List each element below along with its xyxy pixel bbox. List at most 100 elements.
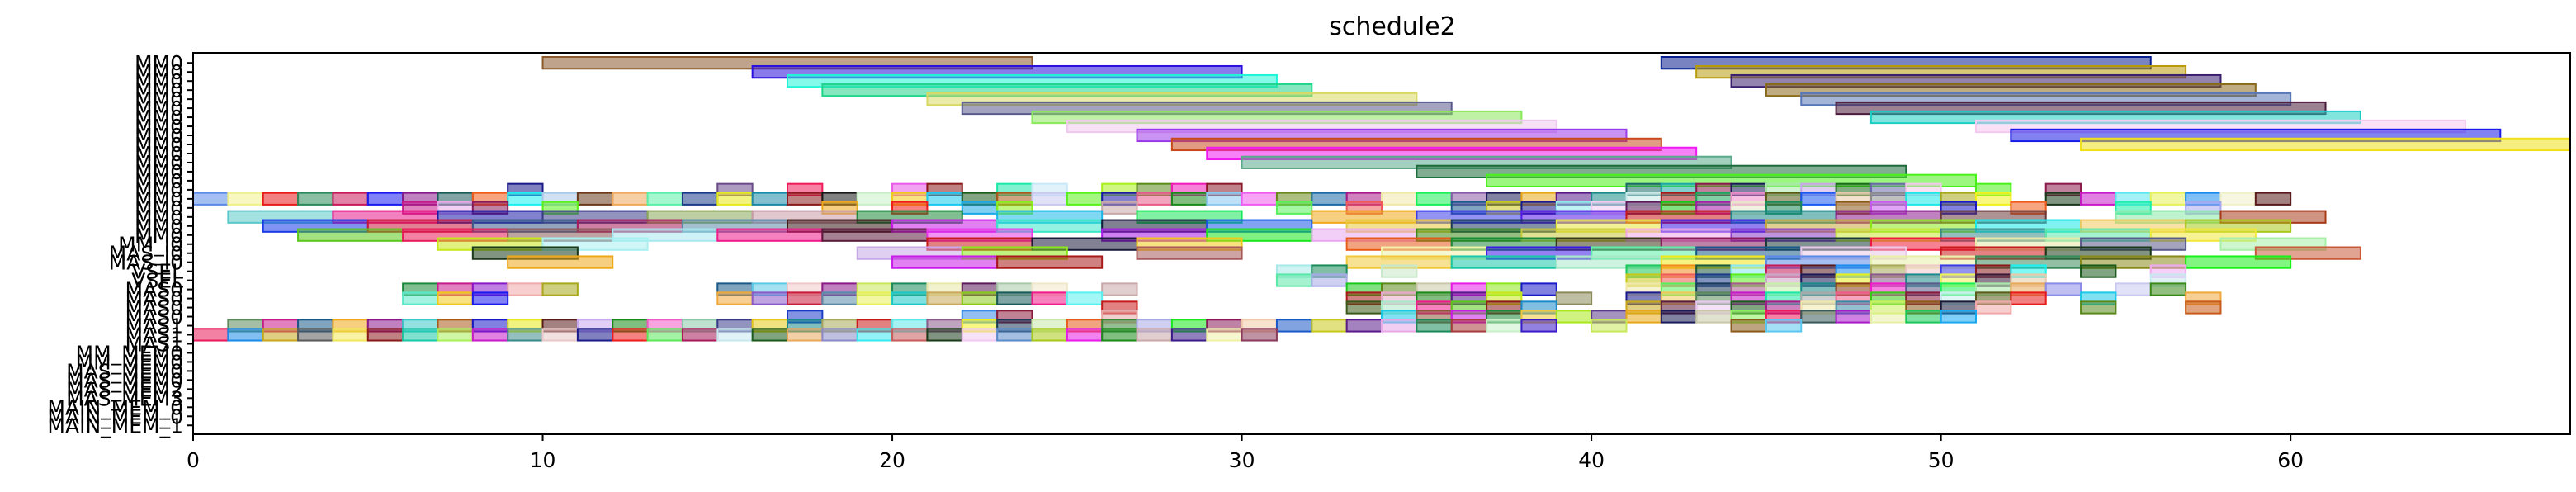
schedule-bar <box>716 228 824 242</box>
schedule-bar <box>751 192 788 206</box>
schedule-bar <box>1905 192 1942 206</box>
schedule-bar <box>996 291 1033 305</box>
schedule-bar <box>507 282 544 296</box>
schedule-bar <box>751 291 788 305</box>
schedule-bar <box>2080 300 2117 315</box>
schedule-bar <box>1031 192 1068 206</box>
y-tick-label: MAS_MEM0 <box>66 368 183 392</box>
schedule-bar <box>1450 319 1488 333</box>
schedule-bar <box>821 291 858 305</box>
y-tick-label: MM0 <box>135 106 183 130</box>
schedule-bar <box>262 328 300 342</box>
schedule-bar <box>1031 291 1068 305</box>
schedule-bar <box>2044 192 2082 206</box>
schedule-bar <box>1660 310 1698 324</box>
schedule-bar <box>2219 192 2257 206</box>
schedule-bar <box>1275 273 1313 287</box>
x-tick-label: 40 <box>1578 448 1605 472</box>
schedule-bar <box>507 255 614 269</box>
schedule-bar <box>366 192 404 206</box>
schedule-bar <box>1311 273 1348 287</box>
schedule-bar <box>192 192 229 206</box>
y-tick-label: MAIN_MEM_0 <box>47 395 183 419</box>
schedule-bar <box>1835 310 1872 324</box>
schedule-bar <box>821 228 929 242</box>
schedule-bar <box>402 328 439 342</box>
y-tick-label: MAS0 <box>125 278 183 302</box>
schedule-bar <box>856 328 894 342</box>
schedule-bar <box>1591 319 1628 333</box>
schedule-bar <box>716 291 754 305</box>
schedule-bar <box>1555 291 1593 305</box>
schedule-bar <box>646 328 683 342</box>
y-axis: MM0MM0MM0MM0MM0MM0MM0MM0MM0MM0MM0MM0MM0M… <box>47 51 193 438</box>
schedule-bar <box>1031 328 1068 342</box>
schedule-bar <box>297 328 334 342</box>
schedule-bar <box>961 328 999 342</box>
chart-title: schedule2 <box>1329 12 1456 41</box>
schedule-bar <box>1765 319 1803 333</box>
schedule-bar <box>1381 319 1418 333</box>
schedule-bar <box>681 192 719 206</box>
y-tick-label: MAIN_MEM_0 <box>47 404 183 428</box>
schedule-bar <box>1520 282 1557 296</box>
y-tick-label: MAS0 <box>125 296 183 320</box>
y-tick-label: MM0 <box>135 178 183 202</box>
schedule-bar <box>1206 328 1243 342</box>
x-axis: 0 10 20 30 40 50 60 <box>187 434 2304 472</box>
schedule-bar <box>192 328 229 342</box>
schedule-bar <box>1101 282 1138 296</box>
y-tick-label: MM_I0 <box>118 233 183 257</box>
y-tick-label: MAS1 <box>125 324 183 348</box>
schedule-bar <box>1136 328 1173 342</box>
y-tick-label: MAS_I0 <box>109 251 183 275</box>
schedule-bar <box>821 328 858 342</box>
schedule-bar <box>1066 328 1104 342</box>
schedule-bar <box>507 328 544 342</box>
schedule-bar <box>891 291 929 305</box>
schedule-bar <box>1275 201 1313 215</box>
schedule-bar <box>1066 291 1104 305</box>
schedule-bar <box>2149 282 2187 296</box>
schedule-bar <box>2080 264 2117 278</box>
schedule-bar <box>1381 192 1418 206</box>
schedule-bar <box>2080 137 2571 152</box>
schedule-bar <box>1101 201 1138 215</box>
schedule-bar <box>576 192 614 206</box>
schedule-bar <box>1730 319 1767 333</box>
schedule-bar <box>1940 310 1977 324</box>
schedule-bar <box>541 282 579 296</box>
schedule-bar <box>1345 300 1383 315</box>
schedule-bar <box>1345 319 1383 333</box>
y-tick-label: VSEL <box>131 260 183 284</box>
schedule-bar <box>612 192 649 206</box>
schedule-bar <box>1555 310 1593 324</box>
schedule-bar <box>262 192 300 206</box>
y-tick-label: MM0 <box>135 51 183 75</box>
y-tick-label: MAS0 <box>125 305 183 329</box>
schedule-bar <box>1136 246 1243 260</box>
schedule-bar <box>1136 192 1173 206</box>
y-tick-label: MM0 <box>135 133 183 157</box>
schedule-bar <box>1066 192 1104 206</box>
x-tick-label: 20 <box>879 448 905 472</box>
schedule-bar <box>926 291 963 305</box>
y-tick-label: MM0 <box>135 224 183 248</box>
schedule-bar <box>787 192 824 206</box>
schedule-bar <box>1170 328 1208 342</box>
schedule-bar <box>2044 282 2082 296</box>
schedule-bar <box>297 192 334 206</box>
schedule-bar <box>471 291 509 305</box>
schedule-bar <box>2185 255 2292 269</box>
schedule-bar <box>926 328 963 342</box>
schedule-bar <box>996 328 1033 342</box>
y-tick-label: MM0 <box>135 215 183 239</box>
schedule-bar <box>1275 319 1313 333</box>
schedule-bar <box>437 328 474 342</box>
schedule-bar <box>227 328 264 342</box>
schedule-bar <box>1170 192 1208 206</box>
schedule-bar <box>891 328 929 342</box>
schedule-bar <box>1800 310 1837 324</box>
schedule-bar <box>297 228 404 242</box>
y-tick-label: MAS_MEM0 <box>66 359 183 383</box>
